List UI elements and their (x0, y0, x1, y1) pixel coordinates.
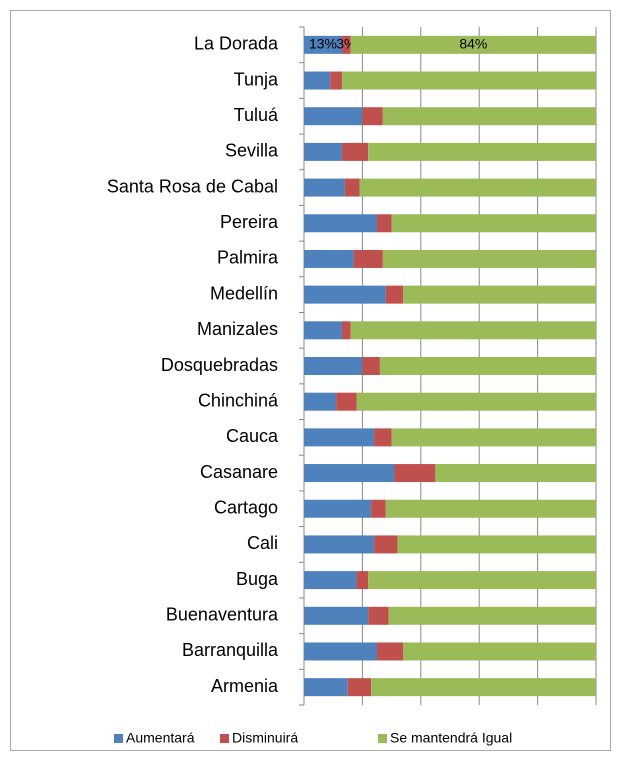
y-tick-label: Tunja (234, 69, 279, 89)
bar-segment (374, 428, 392, 447)
y-tick-label: Santa Rosa de Cabal (107, 176, 278, 196)
bar-segment (391, 214, 596, 233)
y-tick-label: Palmira (217, 248, 279, 268)
y-tick-label: Chinchiná (198, 390, 279, 410)
y-tick-label: Manizales (197, 319, 278, 339)
bar-segment (403, 642, 596, 661)
bar-segment (304, 35, 342, 54)
bar-segment (359, 178, 596, 197)
bar-segment (304, 285, 386, 304)
data-label: 84% (459, 36, 487, 52)
bar-segment (377, 214, 392, 233)
bar-segment (350, 321, 596, 340)
bar-segment (344, 178, 360, 197)
legend-swatch (378, 734, 387, 743)
bar-segment (304, 535, 375, 554)
y-tick-label: Buenaventura (166, 605, 279, 625)
bar-segment (341, 71, 596, 90)
y-tick-label: Pereira (220, 212, 279, 232)
bar-segment (304, 321, 342, 340)
bar-segment (330, 71, 342, 90)
y-tick-label: Cartago (214, 497, 278, 517)
bar-segment (362, 357, 380, 375)
bar-segment (304, 71, 331, 90)
y-tick-label: Barranquilla (182, 640, 279, 660)
bar-segment (382, 249, 596, 268)
bar-segment (385, 285, 404, 304)
bar-segment (336, 392, 357, 411)
y-tick-label: Dosquebradas (161, 355, 278, 375)
y-tick-label: La Dorada (194, 34, 279, 54)
bar-segment (377, 642, 404, 661)
y-tick-label: Cauca (226, 426, 279, 446)
legend-swatch (114, 734, 123, 743)
bar-segment (304, 678, 348, 697)
bar-segment (388, 606, 596, 625)
bar-segment (362, 107, 383, 126)
bar-segment (394, 464, 436, 483)
bar-segment (379, 357, 596, 375)
bar-segment (356, 392, 596, 411)
bar-segment (347, 678, 372, 697)
legend-label: Se mantendrá Igual (390, 730, 512, 746)
y-tick-label: Armenia (211, 676, 279, 696)
bar-segment (371, 678, 596, 697)
bar-segment (304, 499, 372, 518)
bar-segment (368, 571, 596, 590)
bar-segment (368, 606, 389, 625)
y-tick-label: Buga (236, 569, 279, 589)
bar-segment (368, 142, 596, 161)
bar-segment (353, 249, 383, 268)
legend-label: Aumentará (126, 730, 195, 746)
bar-segment (403, 285, 596, 304)
chart-frame (10, 10, 611, 751)
y-tick-label: Tuluá (234, 105, 279, 125)
bar-segment (385, 499, 596, 518)
bar-segment (304, 178, 345, 197)
data-label: 13% (309, 36, 337, 52)
bar-segment (341, 321, 351, 340)
bar-segment (304, 107, 363, 126)
y-tick-label: Cali (247, 533, 278, 553)
y-tick-label: Casanare (200, 462, 278, 482)
bar-segment (350, 35, 596, 54)
legend-label: Disminuirá (232, 730, 298, 746)
bar-segment (304, 571, 357, 590)
bar-segment (391, 428, 596, 447)
bar-segment (304, 606, 369, 625)
y-tick-label: Medellín (210, 283, 278, 303)
bar-segment (341, 142, 369, 161)
bar-segment (304, 392, 337, 411)
bar-segment (341, 35, 351, 54)
legend-swatch (220, 734, 229, 743)
bar-segment (356, 571, 369, 590)
bar-segment (304, 249, 354, 268)
bar-segment (304, 142, 342, 161)
bar-segment (304, 464, 395, 483)
bar-segment (304, 357, 363, 375)
y-tick-label: Sevilla (225, 141, 279, 161)
bar-segment (397, 535, 596, 554)
bar-segment (304, 428, 375, 447)
bar-segment (304, 214, 377, 233)
bar-segment (304, 642, 377, 661)
bar-segment (382, 107, 596, 126)
bar-segment (374, 535, 398, 554)
bar-segment (371, 499, 386, 518)
bar-segment (435, 464, 596, 483)
